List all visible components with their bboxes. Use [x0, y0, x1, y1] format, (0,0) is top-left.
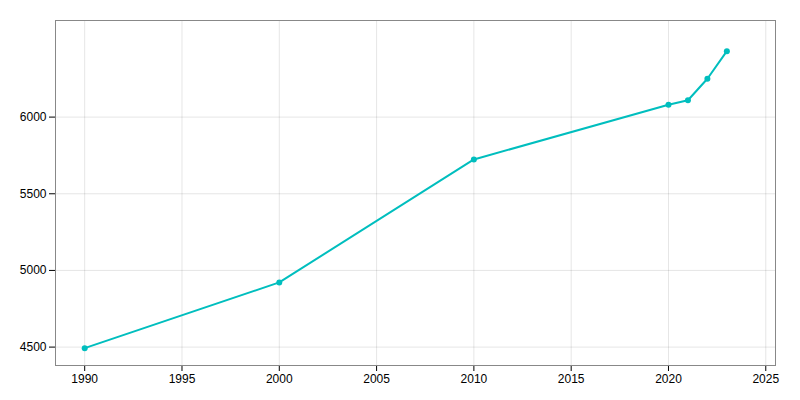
svg-text:5000: 5000 — [20, 263, 47, 277]
svg-text:2010: 2010 — [461, 372, 488, 386]
svg-text:1995: 1995 — [169, 372, 196, 386]
svg-text:2000: 2000 — [266, 372, 293, 386]
svg-text:2015: 2015 — [558, 372, 585, 386]
svg-text:1990: 1990 — [71, 372, 98, 386]
svg-text:2020: 2020 — [655, 372, 682, 386]
svg-text:2025: 2025 — [752, 372, 779, 386]
svg-text:4500: 4500 — [20, 340, 47, 354]
svg-text:5500: 5500 — [20, 187, 47, 201]
svg-text:2005: 2005 — [363, 372, 390, 386]
svg-text:6000: 6000 — [20, 110, 47, 124]
